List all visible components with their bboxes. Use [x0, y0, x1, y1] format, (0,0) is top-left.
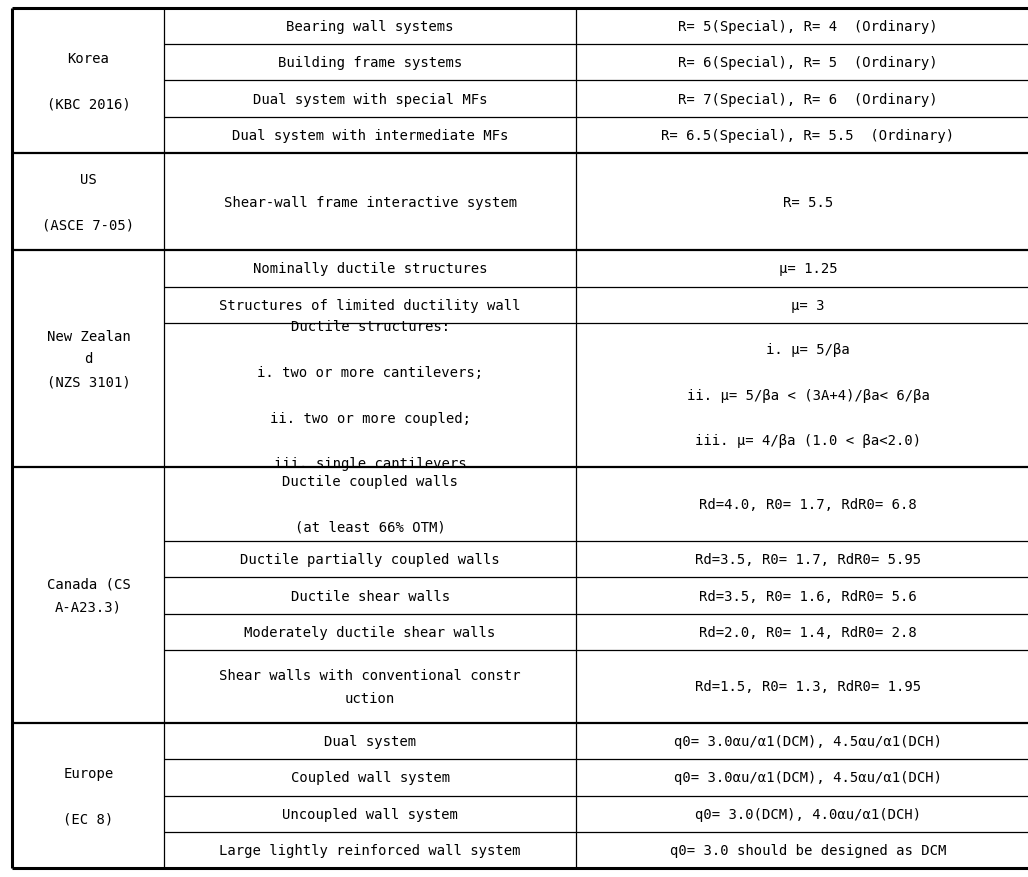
- Text: Rd=4.0, R0= 1.7, RdR0= 6.8: Rd=4.0, R0= 1.7, RdR0= 6.8: [699, 497, 917, 511]
- Text: Shear-wall frame interactive system: Shear-wall frame interactive system: [223, 196, 517, 210]
- Text: Dual system: Dual system: [324, 734, 416, 748]
- Text: R= 5(Special), R= 4  (Ordinary): R= 5(Special), R= 4 (Ordinary): [678, 20, 938, 34]
- Text: μ= 3: μ= 3: [792, 298, 824, 312]
- Text: Ductile coupled walls

(at least 66% OTM): Ductile coupled walls (at least 66% OTM): [282, 474, 458, 534]
- Text: Building frame systems: Building frame systems: [278, 56, 463, 70]
- Text: Rd=3.5, R0= 1.6, RdR0= 5.6: Rd=3.5, R0= 1.6, RdR0= 5.6: [699, 588, 917, 602]
- Text: US

(ASCE 7-05): US (ASCE 7-05): [42, 173, 135, 232]
- Text: Canada (CS
A-A23.3): Canada (CS A-A23.3): [46, 577, 131, 613]
- Text: Uncoupled wall system: Uncoupled wall system: [282, 807, 458, 821]
- Text: Moderately ductile shear walls: Moderately ductile shear walls: [245, 625, 495, 639]
- Text: Dual system with special MFs: Dual system with special MFs: [253, 93, 487, 106]
- Text: q0= 3.0(DCM), 4.0αu/α1(DCH): q0= 3.0(DCM), 4.0αu/α1(DCH): [695, 807, 921, 821]
- Text: μ= 1.25: μ= 1.25: [778, 262, 838, 276]
- Text: i. μ= 5/βa

ii. μ= 5/βa < (3A+4)/βa< 6/βa

iii. μ= 4/βa (1.0 < βa<2.0): i. μ= 5/βa ii. μ= 5/βa < (3A+4)/βa< 6/βa…: [687, 343, 929, 448]
- Text: Nominally ductile structures: Nominally ductile structures: [253, 262, 487, 276]
- Text: Rd=3.5, R0= 1.7, RdR0= 5.95: Rd=3.5, R0= 1.7, RdR0= 5.95: [695, 553, 921, 567]
- Text: q0= 3.0αu/α1(DCM), 4.5αu/α1(DCH): q0= 3.0αu/α1(DCM), 4.5αu/α1(DCH): [674, 771, 942, 784]
- Text: R= 5.5: R= 5.5: [783, 196, 833, 210]
- Text: R= 7(Special), R= 6  (Ordinary): R= 7(Special), R= 6 (Ordinary): [678, 93, 938, 106]
- Text: R= 6.5(Special), R= 5.5  (Ordinary): R= 6.5(Special), R= 5.5 (Ordinary): [661, 129, 955, 143]
- Text: q0= 3.0αu/α1(DCM), 4.5αu/α1(DCH): q0= 3.0αu/α1(DCM), 4.5αu/α1(DCH): [674, 734, 942, 748]
- Text: Rd=2.0, R0= 1.4, RdR0= 2.8: Rd=2.0, R0= 1.4, RdR0= 2.8: [699, 625, 917, 639]
- Text: q0= 3.0 should be designed as DCM: q0= 3.0 should be designed as DCM: [670, 843, 946, 857]
- Text: Korea

(KBC 2016): Korea (KBC 2016): [46, 52, 131, 111]
- Text: R= 6(Special), R= 5  (Ordinary): R= 6(Special), R= 5 (Ordinary): [678, 56, 938, 70]
- Text: Bearing wall systems: Bearing wall systems: [287, 20, 453, 34]
- Text: New Zealan
d
(NZS 3101): New Zealan d (NZS 3101): [46, 329, 131, 389]
- Text: Ductile partially coupled walls: Ductile partially coupled walls: [241, 553, 500, 567]
- Text: Structures of limited ductility wall: Structures of limited ductility wall: [219, 298, 521, 312]
- Text: Rd=1.5, R0= 1.3, RdR0= 1.95: Rd=1.5, R0= 1.3, RdR0= 1.95: [695, 680, 921, 694]
- Text: Shear walls with conventional constr
uction: Shear walls with conventional constr uct…: [219, 668, 521, 705]
- Text: Ductile structures:

i. two or more cantilevers;

ii. two or more coupled;

iii.: Ductile structures: i. two or more canti…: [257, 320, 483, 471]
- Text: Europe

(EC 8): Europe (EC 8): [64, 766, 113, 825]
- Text: Ductile shear walls: Ductile shear walls: [291, 588, 449, 602]
- Text: Coupled wall system: Coupled wall system: [291, 771, 449, 784]
- Text: Dual system with intermediate MFs: Dual system with intermediate MFs: [232, 129, 508, 143]
- Text: Large lightly reinforced wall system: Large lightly reinforced wall system: [219, 843, 521, 857]
